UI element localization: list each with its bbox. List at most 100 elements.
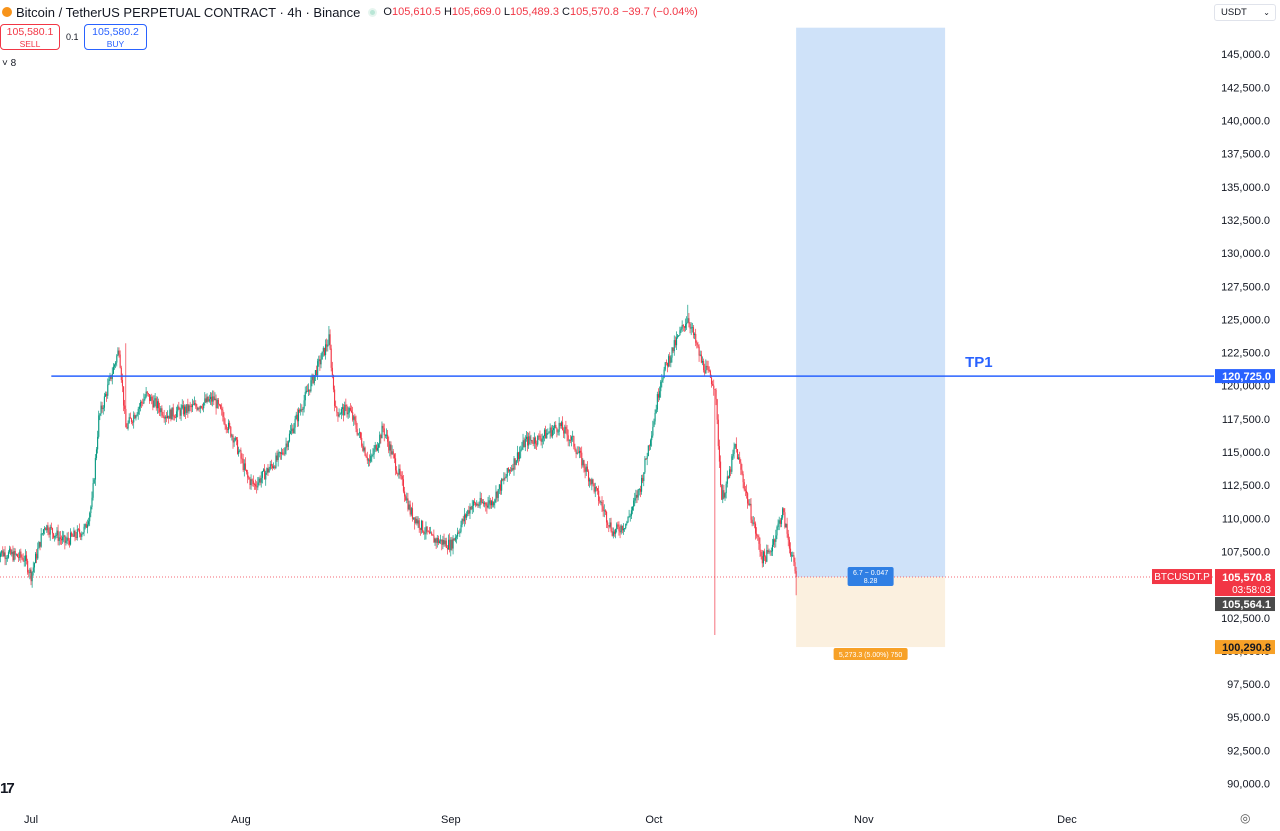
candle-body (744, 489, 746, 491)
candle-body (690, 327, 692, 329)
candle-body (279, 452, 281, 454)
candle-body (766, 550, 768, 562)
candle-body (689, 323, 691, 329)
candle-body (791, 555, 793, 557)
candle-body (592, 479, 594, 484)
candle-body (721, 485, 723, 500)
candle-body (437, 537, 439, 544)
candle-body (287, 441, 289, 447)
candle-body (778, 520, 780, 524)
candle-body (710, 377, 713, 385)
candle-body (506, 468, 508, 477)
candle-body (171, 407, 173, 420)
candle-body (276, 455, 278, 461)
candle-body (687, 318, 689, 323)
y-tick-label: 110,000.0 (1222, 513, 1270, 525)
candle-body (89, 513, 91, 522)
candle-body (752, 522, 754, 524)
candle-body (36, 553, 38, 559)
currency-button[interactable]: USDT ⌄ (1214, 4, 1276, 21)
candle-body (611, 531, 613, 536)
candle-body (67, 537, 69, 541)
candle-body (303, 400, 305, 409)
gear-icon[interactable]: ◎ (1240, 811, 1251, 825)
candle-body (476, 504, 478, 506)
candle-body (735, 443, 737, 450)
symbol-title[interactable]: Bitcoin / TetherUS PERPETUAL CONTRACT · … (16, 4, 361, 20)
candle-body (771, 544, 774, 552)
candle-body (241, 458, 243, 460)
candle-body (348, 408, 350, 413)
sell-button[interactable]: 105,580.1 SELL (0, 24, 60, 50)
candle-body (747, 493, 749, 504)
candle-body (151, 396, 153, 401)
candle-body (762, 551, 764, 564)
candle-body (651, 435, 653, 441)
candle-body (125, 408, 127, 428)
candle-body (434, 538, 436, 543)
candle-body (51, 528, 54, 534)
candle-body (232, 435, 234, 443)
candle-body (671, 347, 673, 358)
candle-body (117, 350, 119, 356)
candle-body (641, 477, 643, 492)
candle-body (264, 469, 266, 480)
candle-body (66, 537, 68, 541)
candle-body (427, 531, 429, 533)
candle-body (589, 479, 591, 482)
candle-body (571, 436, 573, 441)
candle-body (458, 532, 460, 534)
candle-body (321, 351, 323, 360)
candle-body (326, 344, 328, 347)
candle-body (85, 524, 87, 528)
candle-body (443, 540, 445, 545)
candle-body (238, 451, 240, 454)
candle-body (613, 531, 616, 534)
candle-body (794, 562, 796, 572)
candle-body (95, 449, 98, 458)
indicators-toggle[interactable]: ˅ 8 (2, 58, 17, 69)
candle-body (366, 457, 368, 461)
candle-body (459, 531, 461, 533)
buy-button[interactable]: 105,580.2 BUY (84, 24, 147, 50)
candle-body (704, 370, 706, 374)
candle-body (785, 523, 787, 528)
candle-body (372, 454, 374, 456)
tradingview-logo[interactable]: 17 (0, 780, 15, 797)
candle-body (666, 362, 669, 367)
candle-body (25, 555, 28, 561)
candle-body (441, 539, 443, 545)
candle-body (674, 340, 676, 346)
candle-body (618, 526, 620, 532)
stop-price-tag-bg (1215, 640, 1275, 655)
candle-body (414, 517, 416, 524)
candle-body (663, 369, 665, 378)
candle-body (267, 468, 269, 473)
candle-body (451, 539, 453, 549)
candle-body (162, 415, 164, 417)
candle-body (9, 548, 11, 553)
candle-body (152, 400, 154, 408)
candle-body (714, 389, 716, 390)
candle-body (55, 535, 57, 537)
bar-countdown: 03:58:03 (1232, 585, 1271, 596)
candle-body (35, 553, 37, 564)
candle-body (761, 556, 763, 564)
candle-body (650, 440, 652, 446)
candle-body (347, 412, 349, 415)
candle-body (107, 384, 109, 396)
candle-body (756, 533, 758, 536)
candle-body (585, 466, 587, 472)
candle-body (706, 365, 708, 367)
candle-body (455, 536, 458, 538)
candle-body (508, 469, 511, 472)
candle-body (554, 424, 556, 429)
y-tick-label: 132,500.0 (1221, 215, 1270, 227)
candle-body (159, 408, 161, 413)
candle-body (634, 498, 636, 501)
candle-body (521, 447, 523, 450)
candle-body (657, 394, 660, 398)
candle-body (112, 366, 114, 374)
candle-body (322, 347, 324, 352)
